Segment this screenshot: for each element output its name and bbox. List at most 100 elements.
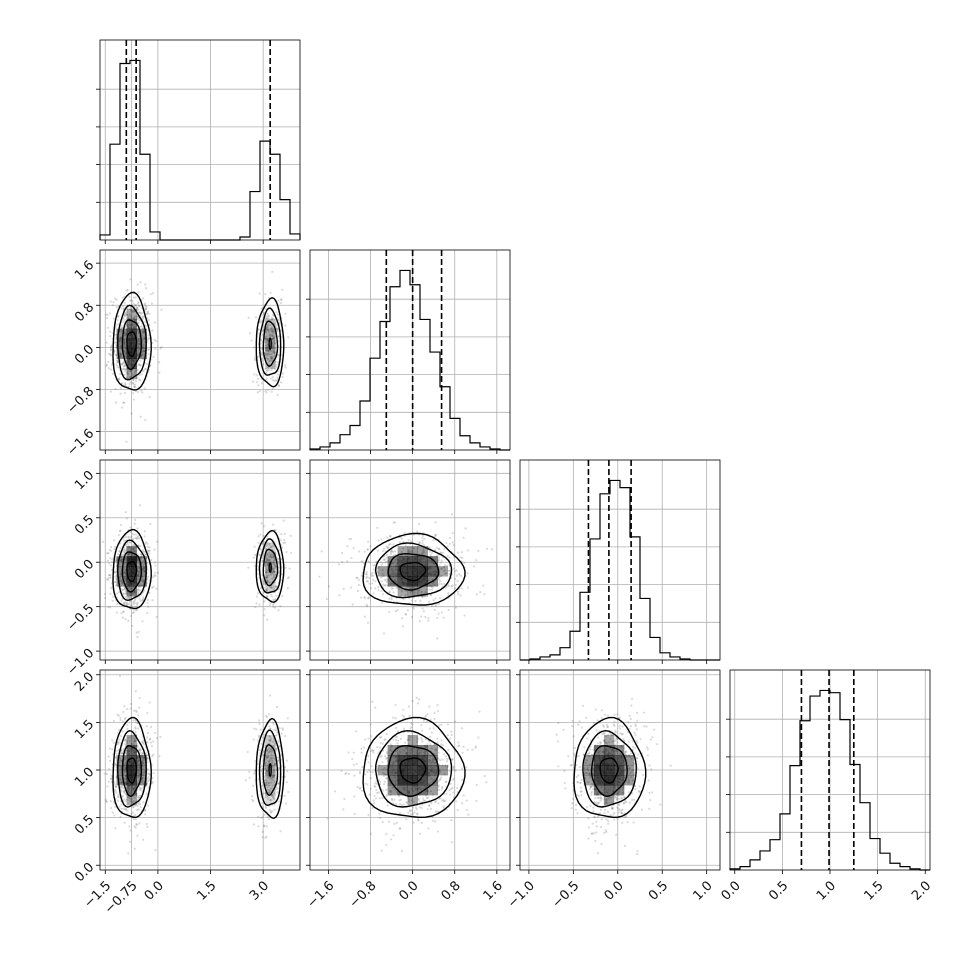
x-tick-label-col2-3: 0.5 — [646, 878, 671, 903]
histogram-frame-3 — [729, 669, 931, 871]
contour-0-3-1-1 — [262, 744, 279, 796]
y-tick-label-row1-4: 1.6 — [72, 258, 97, 283]
joint-content-1-2 — [318, 513, 494, 640]
y-tick-label-row2-2: 0.0 — [72, 557, 97, 582]
histogram-steps-2 — [520, 479, 720, 661]
y-tick-label-row3-3: 1.5 — [72, 717, 97, 742]
contour-0-2-0-3 — [112, 529, 152, 610]
y-tick-label-row2-1: −0.5 — [64, 601, 97, 634]
y-tick-label-row3-0: 0.0 — [72, 860, 97, 885]
x-tick-label-col1-1: −0.8 — [347, 878, 380, 911]
contour-0-2-1-1 — [262, 548, 279, 587]
density-blocks-0-1-1 — [265, 318, 276, 370]
x-tick-label-col2-2: 0.0 — [602, 878, 627, 903]
joint-frame-1-3 — [309, 669, 511, 871]
x-tick-label-col3-0: 0.0 — [719, 878, 744, 903]
contour-1-3-0-1 — [387, 744, 440, 798]
contour-1-3-0-3 — [362, 716, 466, 819]
histogram-param-0 — [96, 39, 301, 244]
x-tick-label-col0-2: 0.0 — [142, 878, 167, 903]
joint-panel-2-3 — [516, 669, 721, 874]
joint-panel-0-1 — [96, 249, 301, 454]
histogram-param-1 — [306, 249, 511, 454]
density-blocks-2-3-0 — [583, 735, 635, 806]
joint-content-2-3 — [555, 697, 672, 856]
contour-2-3-0-0 — [599, 757, 619, 784]
x-tick-label-col1-2: 0.0 — [396, 878, 421, 903]
x-tick-label-col2-4: 1.0 — [690, 878, 715, 903]
joint-frame-0-1 — [99, 249, 301, 451]
contour-1-3-0-2 — [374, 729, 453, 808]
contour-0-2-1-3 — [255, 529, 285, 603]
x-tick-label-col1-4: 1.6 — [481, 878, 506, 903]
contour-1-2-0-0 — [399, 561, 427, 582]
contour-1-2-0-2 — [374, 542, 453, 599]
contour-0-2-0-1 — [121, 551, 142, 593]
contour-2-3-0-3 — [573, 716, 647, 819]
density-blocks-0-3-1 — [265, 735, 276, 806]
y-tick-label-row1-2: 0.0 — [72, 342, 97, 367]
x-tick-label-col1-0: −1.6 — [305, 878, 338, 911]
x-tick-label-col1-3: 0.8 — [439, 878, 464, 903]
joint-frame-1-2 — [309, 459, 511, 661]
y-tick-label-row2-0: −1.0 — [64, 646, 97, 679]
contour-0-3-0-2 — [116, 729, 147, 808]
joint-panel-0-2 — [96, 459, 301, 664]
x-tick-label-col3-4: 2.0 — [909, 878, 934, 903]
contour-0-2-0-2 — [116, 539, 147, 602]
contour-0-3-1-0 — [268, 762, 272, 778]
joint-panel-1-2 — [306, 459, 511, 664]
joint-content-1-3 — [326, 696, 488, 853]
joint-panel-1-3 — [306, 669, 511, 874]
contour-0-3-1-3 — [255, 717, 285, 820]
joint-frame-2-3 — [519, 669, 721, 871]
y-tick-label-row3-1: 0.5 — [72, 812, 97, 837]
contour-2-3-0-1 — [590, 744, 628, 798]
joint-panel-0-3 — [96, 669, 301, 874]
y-tick-label-row1-1: −0.8 — [64, 384, 97, 417]
histogram-param-2 — [516, 459, 721, 664]
contour-0-1-0-0 — [126, 331, 138, 358]
x-tick-label-col2-1: −0.5 — [549, 878, 582, 911]
x-tick-label-col0-4: 3.0 — [247, 878, 272, 903]
y-tick-label-row1-0: −1.6 — [64, 426, 97, 459]
contour-1-2-0-1 — [387, 552, 440, 591]
y-tick-label-row2-4: 1.0 — [72, 468, 97, 493]
histogram-param-3 — [726, 669, 931, 874]
contour-0-3-0-1 — [121, 744, 142, 798]
contour-0-3-0-0 — [126, 757, 138, 784]
density-blocks-1-3-0 — [377, 735, 449, 806]
contour-0-1-1-2 — [258, 307, 282, 376]
y-tick-label-row3-2: 1.0 — [72, 765, 97, 790]
joint-content-0-3 — [104, 674, 290, 855]
y-tick-label-row2-3: 0.5 — [72, 512, 97, 537]
contour-1-2-0-3 — [362, 532, 466, 606]
contour-0-2-0-0 — [126, 561, 138, 583]
contour-1-3-0-0 — [399, 757, 427, 784]
joint-frame-0-3 — [99, 669, 301, 871]
contour-0-1-0-3 — [112, 291, 152, 391]
density-blocks-0-2-1 — [265, 542, 276, 593]
joint-content-0-2 — [101, 504, 293, 639]
contour-0-1-0-2 — [116, 304, 147, 381]
x-tick-label-col0-3: 1.5 — [194, 878, 219, 903]
y-tick-label-row1-3: 0.8 — [72, 300, 97, 325]
contour-0-3-1-2 — [258, 729, 282, 807]
contour-0-1-1-1 — [262, 320, 279, 367]
contour-2-3-0-2 — [582, 729, 637, 808]
histogram-steps-3 — [729, 689, 930, 871]
contour-0-3-0-3 — [112, 716, 152, 819]
histogram-steps-1 — [309, 269, 510, 451]
contour-0-1-1-3 — [255, 297, 285, 388]
x-tick-label-col3-2: 1.0 — [814, 878, 839, 903]
joint-content-0-1 — [104, 270, 290, 450]
histogram-frame-0 — [99, 39, 301, 241]
x-tick-label-col2-0: −1.0 — [505, 878, 538, 911]
histogram-frame-2 — [519, 459, 721, 661]
joint-frame-0-2 — [99, 459, 301, 661]
x-tick-label-col3-1: 0.5 — [766, 878, 791, 903]
contour-0-1-1-0 — [268, 337, 272, 350]
histogram-frame-1 — [309, 249, 511, 451]
contour-0-2-1-0 — [268, 562, 272, 573]
